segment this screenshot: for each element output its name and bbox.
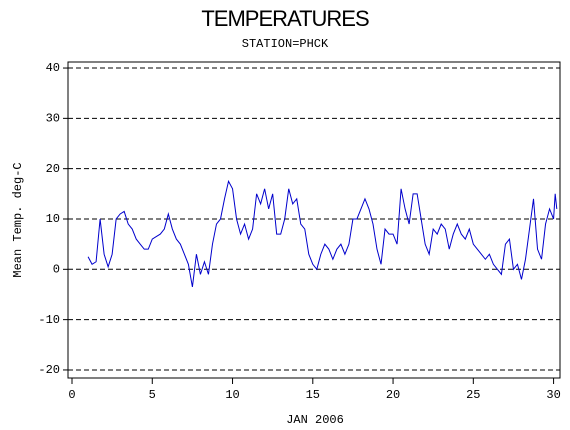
x-axis-label: JAN 2006 (286, 413, 344, 427)
x-tick-label: 5 (149, 388, 156, 402)
x-tick-label: 0 (68, 388, 75, 402)
chart-subtitle: STATION=PHCK (242, 37, 329, 51)
y-tick-label: -10 (38, 313, 60, 327)
x-tick-label: 10 (225, 388, 239, 402)
chart-title: TEMPERATURES (201, 6, 369, 31)
y-tick-label: 30 (46, 112, 60, 126)
x-tick-label: 30 (546, 388, 560, 402)
y-tick-label: -20 (38, 363, 60, 377)
plot-frame (67, 61, 561, 379)
x-tick-label: 25 (466, 388, 480, 402)
x-tick-label: 20 (386, 388, 400, 402)
y-axis-label: Mean Temp. deg-C (11, 162, 25, 277)
y-tick-label: 40 (46, 61, 60, 75)
y-tick-label: 10 (46, 212, 60, 226)
data-line (87, 179, 558, 288)
y-tick-label: 0 (53, 262, 60, 276)
x-tick-label: 15 (306, 388, 320, 402)
y-tick-label: 20 (46, 162, 60, 176)
